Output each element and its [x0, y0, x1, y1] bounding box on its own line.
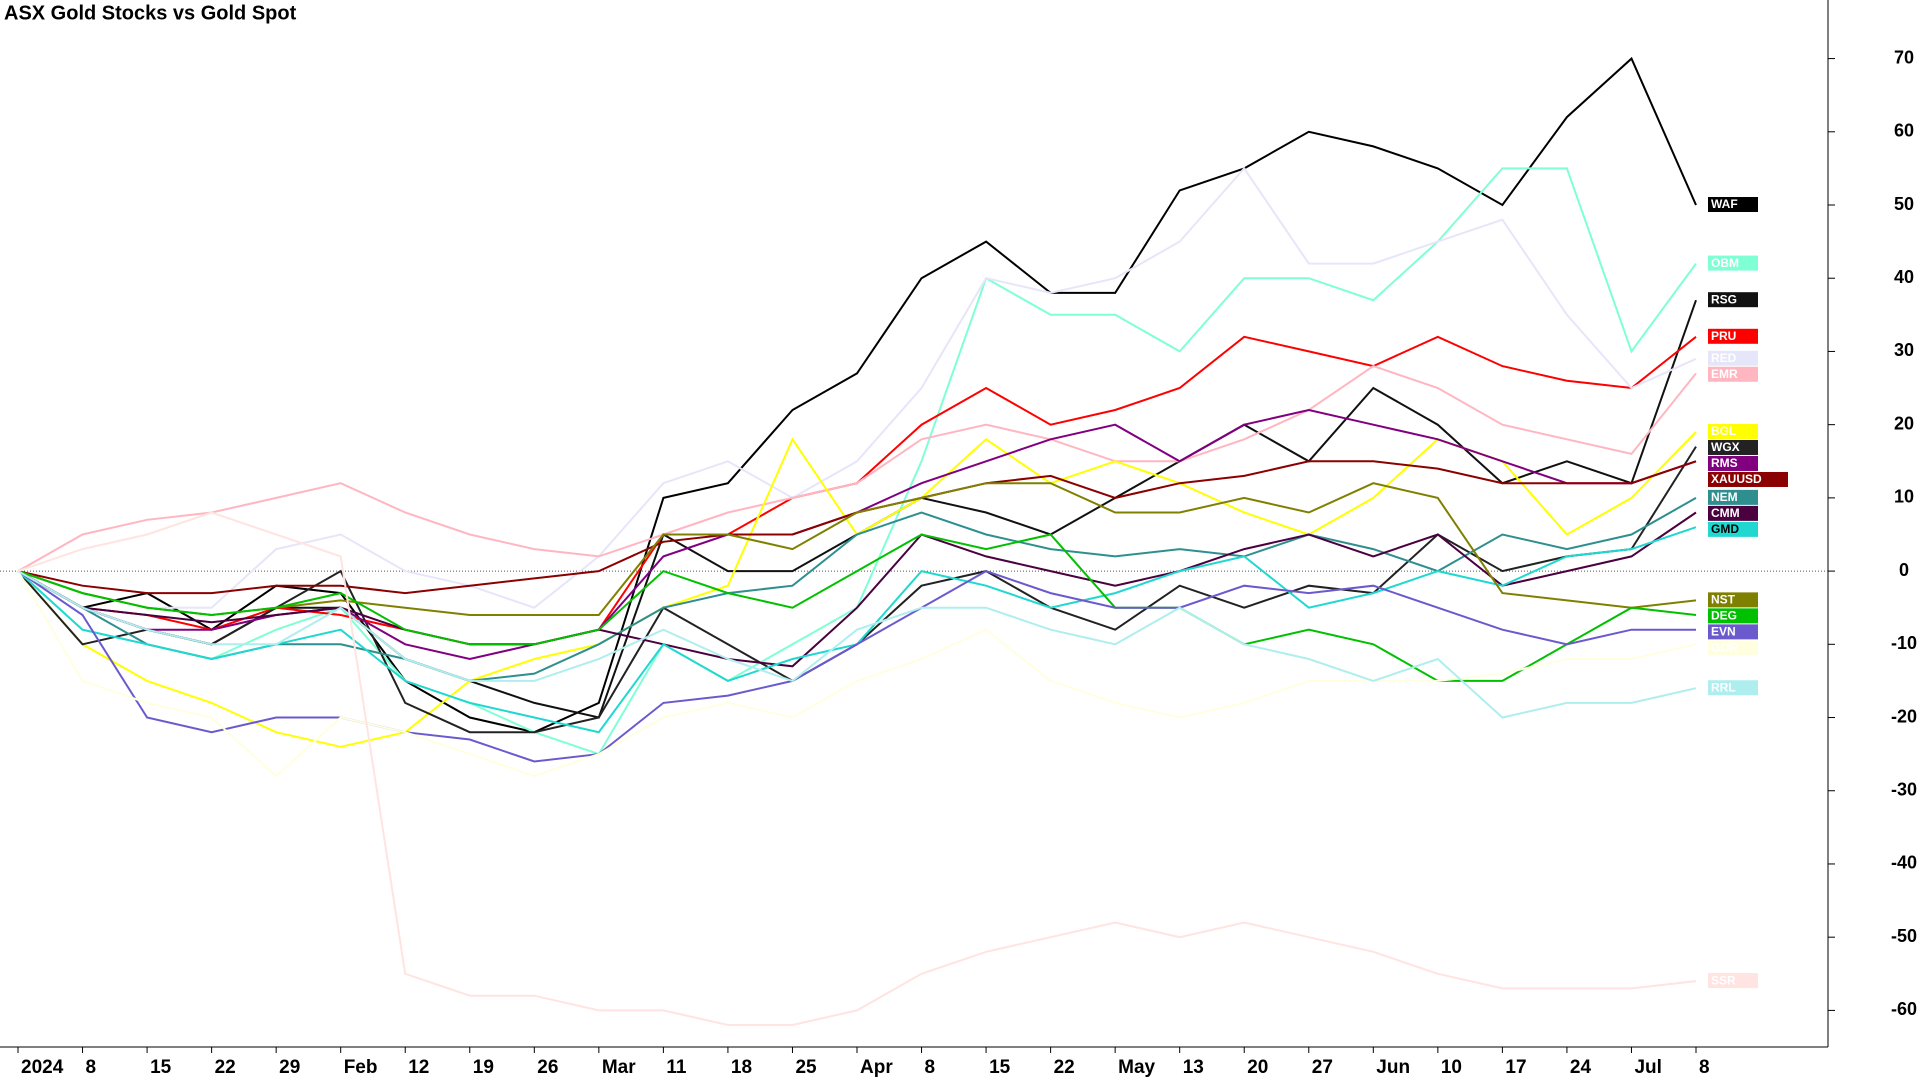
- legend-label: RSG: [1711, 292, 1737, 306]
- x-tick-label: 22: [1054, 1057, 1075, 1078]
- series-line: [17, 570, 1697, 719]
- x-tick-label: May: [1118, 1057, 1155, 1078]
- y-tick-label: 50: [1894, 194, 1914, 214]
- legend-label: RED: [1711, 351, 1737, 365]
- series-tag: [1708, 592, 1758, 608]
- legend-label: OBM: [1711, 256, 1739, 270]
- legend-label: SSR: [1711, 973, 1736, 987]
- x-tick-label: 2024: [21, 1057, 64, 1078]
- x-tick-label: Jul: [1634, 1057, 1661, 1078]
- series-line: [17, 335, 1697, 646]
- legend-label: CMM: [1711, 506, 1740, 520]
- legend-label: EMR: [1711, 367, 1738, 381]
- x-tick-label: Jun: [1376, 1057, 1410, 1078]
- x-tick-label: 8: [86, 1057, 97, 1078]
- y-tick-label: -60: [1891, 999, 1917, 1019]
- series-tag: [1708, 197, 1758, 213]
- x-tick-label: 22: [215, 1057, 236, 1078]
- x-tick-label: 8: [925, 1057, 936, 1078]
- legend-label: WGX: [1711, 440, 1740, 454]
- y-tick-label: -50: [1891, 926, 1917, 946]
- series-line: [17, 497, 1697, 682]
- x-tick-label: 8: [1699, 1057, 1710, 1078]
- x-tick-label: 15: [150, 1057, 172, 1078]
- x-tick-label: 11: [666, 1057, 687, 1078]
- x-tick-label: 19: [473, 1057, 494, 1078]
- legend-label: NEM: [1711, 490, 1738, 504]
- legend-label: PRU: [1711, 329, 1736, 343]
- y-tick-label: 30: [1894, 340, 1914, 360]
- x-tick-label: 26: [537, 1057, 558, 1078]
- y-tick-label: -30: [1891, 779, 1917, 799]
- series-line: [17, 56, 1697, 734]
- x-tick-label: 13: [1183, 1057, 1204, 1078]
- y-tick-label: 70: [1894, 47, 1914, 67]
- series-tag: [1708, 489, 1758, 505]
- legend-label: RRL: [1711, 680, 1736, 694]
- legend-label: XAUUSD: [1711, 472, 1762, 486]
- x-tick-label: 18: [731, 1057, 752, 1078]
- series-tag: [1708, 292, 1758, 308]
- series-line: [17, 570, 1696, 763]
- series-tag: [1708, 439, 1758, 455]
- series-tag: [1708, 423, 1758, 439]
- y-tick-label: -10: [1891, 633, 1917, 653]
- series-tag: [1708, 255, 1758, 271]
- legend-label: BGL: [1711, 424, 1736, 438]
- x-tick-label: Mar: [602, 1057, 636, 1078]
- series-line: [17, 364, 1697, 572]
- x-tick-label: 10: [1441, 1057, 1462, 1078]
- x-tick-label: 24: [1570, 1057, 1592, 1078]
- x-tick-label: Apr: [860, 1057, 893, 1078]
- y-tick-label: 20: [1894, 413, 1914, 433]
- series-tag: [1708, 328, 1758, 344]
- series-tag: [1708, 366, 1758, 382]
- series-tag: [1708, 521, 1758, 537]
- y-tick-label: 10: [1894, 487, 1914, 507]
- series-tag: [1708, 471, 1788, 487]
- series-tag: [1708, 505, 1758, 521]
- x-tick-label: 15: [989, 1057, 1011, 1078]
- y-tick-label: 40: [1894, 267, 1914, 287]
- series-line: [17, 482, 1697, 617]
- x-tick-label: 27: [1312, 1057, 1333, 1078]
- legend-label: EVN: [1711, 625, 1736, 639]
- x-tick-label: 25: [795, 1057, 817, 1078]
- series-tag: [1708, 640, 1758, 656]
- y-tick-label: -40: [1891, 853, 1917, 873]
- legend-label: GMD: [1711, 522, 1739, 536]
- x-tick-label: 17: [1505, 1057, 1526, 1078]
- series-line: [17, 570, 1697, 778]
- y-tick-label: -20: [1891, 706, 1917, 726]
- legend-label: WAF: [1711, 197, 1738, 211]
- series-tag: [1708, 350, 1758, 366]
- series-tag: [1708, 608, 1758, 624]
- series-tag: [1708, 455, 1758, 471]
- chart-title: ASX Gold Stocks vs Gold Spot: [4, 2, 297, 24]
- series-tag: [1708, 680, 1758, 696]
- series-line: [17, 511, 1697, 668]
- y-tick-label: 0: [1899, 560, 1909, 580]
- series-tag: [1708, 624, 1758, 640]
- series-tag: [1708, 973, 1758, 989]
- series-line: [17, 511, 1697, 1026]
- series-line: [17, 166, 1697, 609]
- legend-label: DEG: [1711, 609, 1737, 623]
- y-tick-label: 60: [1894, 121, 1914, 141]
- series-line: [17, 533, 1697, 682]
- legend-label: RMS: [1711, 456, 1738, 470]
- legend-label: GOR: [1711, 641, 1739, 655]
- x-tick-label: 12: [408, 1057, 429, 1078]
- x-tick-label: 20: [1247, 1057, 1268, 1078]
- legend-label: NST: [1711, 593, 1736, 607]
- x-tick-label: 29: [279, 1057, 300, 1078]
- x-tick-label: Feb: [344, 1057, 378, 1078]
